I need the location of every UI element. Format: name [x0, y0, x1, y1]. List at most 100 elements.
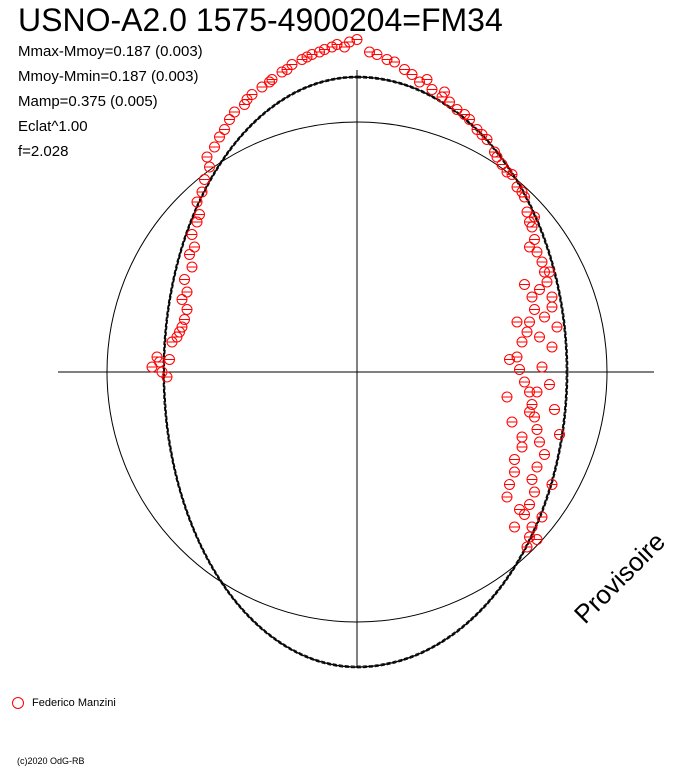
data-point: [301, 51, 313, 63]
data-point: [514, 364, 525, 375]
data-point: [444, 96, 455, 108]
data-point: [524, 499, 535, 510]
data-point: [511, 316, 523, 328]
data-point: [296, 54, 308, 65]
data-point: [179, 274, 190, 285]
data-point: [529, 304, 540, 315]
data-point: [406, 69, 418, 80]
data-point: [496, 159, 508, 170]
data-point: [199, 174, 210, 185]
data-point: [516, 441, 528, 453]
data-point: [459, 109, 470, 120]
data-point: [241, 94, 253, 105]
data-point: [516, 336, 528, 348]
data-point: [544, 379, 555, 390]
data-point: [181, 286, 193, 298]
legend-marker-icon: [12, 697, 24, 709]
data-point: [524, 241, 535, 253]
data-point: [181, 304, 193, 315]
data-point: [491, 151, 503, 163]
fit-curve-0: [163, 76, 568, 668]
data-point: [526, 399, 538, 410]
data-point: [534, 284, 545, 295]
data-point: [186, 229, 198, 240]
data-point: [339, 41, 350, 53]
data-point: [399, 64, 410, 75]
data-point: [439, 86, 450, 98]
stat-eclat: Eclat^1.00: [18, 118, 88, 135]
data-point: [524, 531, 535, 543]
data-point: [539, 449, 550, 460]
data-point: [534, 436, 545, 448]
data-point: [531, 246, 543, 258]
data-point: [189, 241, 200, 253]
data-point: [536, 511, 548, 523]
data-point: [161, 371, 173, 383]
reference-circle: [106, 121, 608, 623]
data-point: [219, 124, 230, 135]
copyright-footer: (c)2020 OdG-RB: [17, 756, 85, 766]
data-point: [214, 131, 225, 143]
stat-mamp: Mamp=0.375 (0.005): [18, 93, 158, 110]
data-point: [191, 196, 203, 208]
legend: Federico Manzini: [12, 697, 116, 709]
data-point: [256, 81, 268, 93]
data-point: [504, 354, 515, 365]
data-point: [546, 291, 558, 303]
data-point: [541, 276, 553, 288]
data-point: [521, 541, 533, 553]
data-point: [526, 521, 538, 533]
data-point: [521, 326, 533, 338]
data-point: [224, 114, 235, 125]
data-point: [191, 216, 203, 228]
data-point: [526, 474, 538, 485]
data-point: [509, 466, 520, 478]
data-point: [501, 391, 513, 403]
data-point: [516, 186, 528, 198]
data-point: [526, 291, 538, 303]
data-point: [539, 311, 550, 323]
data-point: [509, 521, 520, 533]
data-point: [476, 129, 488, 140]
data-point: [521, 206, 533, 218]
data-point: [531, 424, 543, 435]
data-point: [529, 486, 540, 498]
fit-curve-1: [162, 75, 569, 669]
data-point: [174, 326, 185, 338]
data-point: [194, 209, 205, 220]
data-point: [531, 386, 543, 398]
data-point: [501, 166, 513, 178]
data-point: [516, 431, 528, 443]
data-point: [209, 141, 220, 153]
data-point: [264, 76, 275, 88]
data-point: [351, 34, 363, 45]
data-point: [314, 46, 325, 58]
data-point: [524, 216, 535, 228]
data-point: [326, 41, 338, 53]
data-point: [276, 66, 288, 78]
fit-curves: [162, 75, 569, 669]
data-point: [281, 64, 293, 75]
data-point: [196, 186, 208, 198]
data-point: [549, 404, 560, 415]
stat-mmoy-mmin: Mmoy-Mmin=0.187 (0.003): [18, 68, 199, 85]
data-point: [531, 461, 543, 473]
data-point: [506, 169, 518, 180]
data-point: [421, 74, 433, 85]
data-point: [519, 279, 530, 290]
data-point: [186, 261, 198, 273]
data-point: [524, 406, 535, 418]
data-point: [451, 104, 463, 115]
data-point: [544, 266, 555, 278]
chart-title: USNO-A2.0 1575-4900204=FM34: [18, 2, 503, 38]
data-point: [536, 256, 548, 268]
data-point: [554, 429, 565, 440]
data-point: [501, 491, 513, 503]
data-point: [534, 331, 545, 343]
data-point: [514, 504, 525, 515]
data-point: [201, 151, 213, 163]
data-point: [546, 301, 558, 313]
data-point: [546, 341, 558, 353]
data-point: [536, 361, 548, 373]
